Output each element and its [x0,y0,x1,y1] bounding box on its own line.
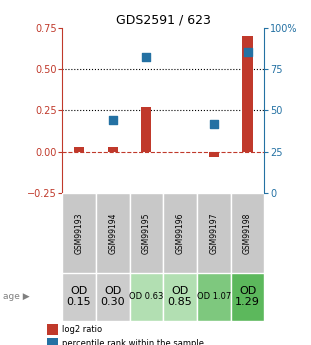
Text: GSM99197: GSM99197 [209,212,218,254]
Bar [96,273,130,321]
Bar [163,273,197,321]
Bar [142,107,151,152]
Bar [130,273,163,321]
Text: OD 0.63: OD 0.63 [129,292,164,301]
Point [211,121,216,126]
Bar [197,193,231,273]
Title: GDS2591 / 623: GDS2591 / 623 [116,13,211,27]
Text: GSM99193: GSM99193 [75,212,84,254]
Point [110,118,115,123]
Text: age ▶: age ▶ [3,292,30,301]
Bar [47,338,58,345]
Text: OD
0.85: OD 0.85 [168,286,193,307]
Bar [62,273,96,321]
Text: GSM99196: GSM99196 [176,212,185,254]
Bar [209,152,219,157]
Text: percentile rank within the sample: percentile rank within the sample [62,339,204,345]
Text: GSM99198: GSM99198 [243,212,252,254]
Text: OD
0.15: OD 0.15 [67,286,91,307]
Point [245,50,250,55]
Bar [96,193,130,273]
Text: OD
1.29: OD 1.29 [235,286,260,307]
Bar [47,324,58,335]
Point [144,55,149,60]
Bar [197,273,231,321]
Bar [130,193,163,273]
Text: GSM99195: GSM99195 [142,212,151,254]
Bar [74,147,84,152]
Text: OD 1.07: OD 1.07 [197,292,231,301]
Bar [231,273,264,321]
Text: GSM99194: GSM99194 [108,212,117,254]
Bar [62,193,96,273]
Text: OD
0.30: OD 0.30 [100,286,125,307]
Bar [163,193,197,273]
Bar [108,147,118,152]
Bar [231,193,264,273]
Text: log2 ratio: log2 ratio [62,325,102,334]
Bar [243,36,253,152]
